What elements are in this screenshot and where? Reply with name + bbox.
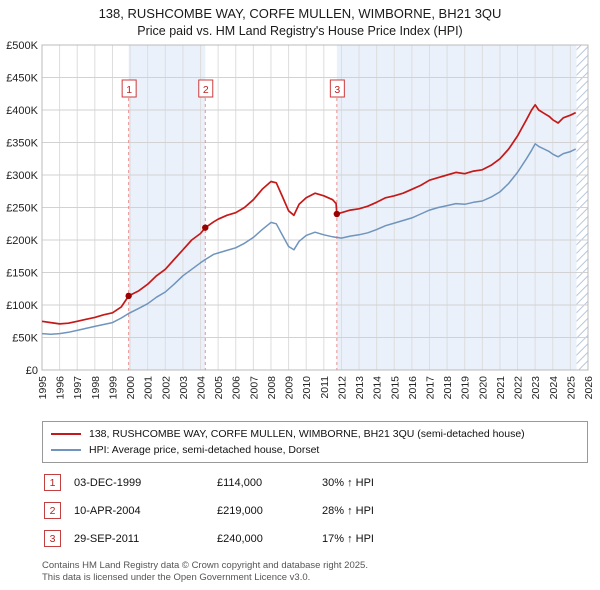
chart-legend: 138, RUSHCOMBE WAY, CORFE MULLEN, WIMBOR… xyxy=(42,421,588,463)
svg-text:2017: 2017 xyxy=(424,376,436,400)
svg-text:1: 1 xyxy=(126,84,132,96)
svg-text:£150K: £150K xyxy=(6,268,38,280)
svg-text:£0: £0 xyxy=(26,365,38,377)
svg-text:£500K: £500K xyxy=(6,40,38,52)
svg-text:2016: 2016 xyxy=(407,376,419,400)
svg-text:1995: 1995 xyxy=(37,376,49,400)
svg-text:2013: 2013 xyxy=(354,376,366,400)
svg-text:£250K: £250K xyxy=(6,203,38,215)
svg-text:2021: 2021 xyxy=(495,376,507,400)
svg-text:2003: 2003 xyxy=(178,376,190,400)
transaction-price: £240,000 xyxy=(217,532,263,545)
svg-text:2006: 2006 xyxy=(231,376,243,400)
svg-text:2007: 2007 xyxy=(248,376,260,400)
svg-text:1998: 1998 xyxy=(90,376,102,400)
svg-text:2: 2 xyxy=(203,84,209,96)
legend-item-hpi: HPI: Average price, semi-detached house,… xyxy=(51,442,579,458)
transaction-price: £219,000 xyxy=(217,504,263,517)
price-history-chart: £0 £50K £100K £150K £200K £250K £300K £350K £400… xyxy=(6,40,595,400)
transaction-number-badge: 1 xyxy=(44,474,61,491)
svg-text:2019: 2019 xyxy=(460,376,472,400)
svg-text:1996: 1996 xyxy=(55,376,67,400)
svg-text:2025: 2025 xyxy=(565,376,577,400)
svg-text:£300K: £300K xyxy=(6,170,38,182)
transaction-row: 3 29-SEP-2011 £240,000 17% ↑ HPI xyxy=(44,530,374,547)
transaction-row: 2 10-APR-2004 £219,000 28% ↑ HPI xyxy=(44,502,374,519)
svg-text:2011: 2011 xyxy=(319,376,331,399)
chart-titles: 138, RUSHCOMBE WAY, CORFE MULLEN, WIMBOR… xyxy=(0,6,600,38)
transaction-price: £114,000 xyxy=(217,476,263,489)
svg-text:2022: 2022 xyxy=(513,376,525,400)
svg-text:2009: 2009 xyxy=(284,376,296,400)
svg-text:2002: 2002 xyxy=(160,376,172,400)
transaction-number-badge: 2 xyxy=(44,502,61,519)
svg-text:2008: 2008 xyxy=(266,376,278,400)
svg-text:3: 3 xyxy=(334,84,340,96)
svg-text:£350K: £350K xyxy=(6,138,38,150)
svg-text:2026: 2026 xyxy=(583,376,595,400)
transaction-vs-hpi: 28% ↑ HPI xyxy=(322,504,374,517)
svg-text:2012: 2012 xyxy=(336,376,348,400)
svg-text:2018: 2018 xyxy=(442,376,454,400)
svg-text:2020: 2020 xyxy=(477,376,489,400)
svg-text:2024: 2024 xyxy=(548,376,560,400)
svg-text:2010: 2010 xyxy=(301,376,313,400)
svg-text:2015: 2015 xyxy=(389,376,401,400)
blue-line-swatch xyxy=(51,449,81,451)
svg-text:2004: 2004 xyxy=(196,376,208,400)
svg-text:1997: 1997 xyxy=(72,376,84,400)
svg-text:2023: 2023 xyxy=(530,376,542,400)
svg-text:£200K: £200K xyxy=(6,235,38,247)
svg-text:2014: 2014 xyxy=(372,376,384,400)
legend-label-property: 138, RUSHCOMBE WAY, CORFE MULLEN, WIMBOR… xyxy=(89,428,525,440)
red-line-swatch xyxy=(51,433,81,435)
transaction-date: 03-DEC-1999 xyxy=(74,476,142,489)
legend-item-property: 138, RUSHCOMBE WAY, CORFE MULLEN, WIMBOR… xyxy=(51,426,579,442)
svg-text:£400K: £400K xyxy=(6,105,38,117)
svg-text:£100K: £100K xyxy=(6,300,38,312)
svg-text:1999: 1999 xyxy=(107,376,119,400)
transaction-vs-hpi: 17% ↑ HPI xyxy=(322,532,374,545)
svg-text:2001: 2001 xyxy=(143,376,155,400)
legend-label-hpi: HPI: Average price, semi-detached house,… xyxy=(89,444,320,456)
svg-text:2005: 2005 xyxy=(213,376,225,400)
svg-text:£50K: £50K xyxy=(12,333,38,345)
svg-text:£450K: £450K xyxy=(6,73,38,85)
transaction-vs-hpi: 30% ↑ HPI xyxy=(322,476,374,489)
svg-text:2000: 2000 xyxy=(125,376,137,400)
transaction-date: 29-SEP-2011 xyxy=(74,532,140,545)
page-subtitle: Price paid vs. HM Land Registry's House … xyxy=(137,24,463,38)
footer-line1: Contains HM Land Registry data © Crown c… xyxy=(42,560,368,571)
transactions-list: 1 03-DEC-1999 £114,000 30% ↑ HPI 2 10-AP… xyxy=(44,474,374,547)
license-footer: Contains HM Land Registry data © Crown c… xyxy=(42,560,368,585)
transaction-number-badge: 3 xyxy=(44,530,61,547)
page-title: 138, RUSHCOMBE WAY, CORFE MULLEN, WIMBOR… xyxy=(98,6,502,21)
transaction-row: 1 03-DEC-1999 £114,000 30% ↑ HPI xyxy=(44,474,374,491)
transaction-date: 10-APR-2004 xyxy=(74,504,141,517)
footer-line2: This data is licensed under the Open Gov… xyxy=(42,572,311,584)
